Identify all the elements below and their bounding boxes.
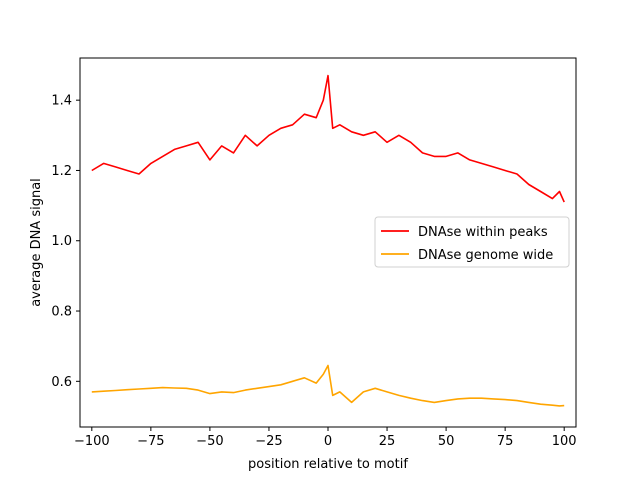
x-tick-label: 50 (438, 434, 455, 449)
x-tick-label: 0 (324, 434, 332, 449)
legend: DNAse within peaks DNAse genome wide (374, 216, 570, 268)
series-line-1 (91, 364, 565, 407)
x-tick-label: 100 (552, 434, 577, 449)
legend-label-genome-wide: DNAse genome wide (418, 248, 553, 263)
x-tick-label: −100 (74, 434, 110, 449)
y-axis-label: average DNA signal (29, 178, 44, 307)
y-tick-label: 1.2 (51, 164, 72, 179)
x-axis-label: position relative to motif (248, 457, 408, 472)
x-tick-label: −75 (137, 434, 164, 449)
legend-box (374, 216, 570, 268)
series-lines (91, 74, 565, 407)
x-tick-label: 25 (379, 434, 396, 449)
y-axis-ticks: 0.6 0.8 1.0 1.2 1.4 (51, 94, 80, 390)
y-tick-label: 1.4 (51, 94, 72, 109)
y-tick-label: 0.8 (51, 305, 72, 320)
series-line-0 (91, 74, 565, 203)
x-tick-label: −50 (196, 434, 223, 449)
legend-label-within-peaks: DNAse within peaks (418, 225, 548, 240)
y-tick-label: 0.6 (51, 375, 72, 390)
x-axis-ticks: −100 −75 −50 −25 0 25 50 75 100 (74, 427, 577, 449)
y-tick-label: 1.0 (51, 234, 72, 249)
x-tick-label: 75 (497, 434, 514, 449)
x-tick-label: −25 (255, 434, 282, 449)
